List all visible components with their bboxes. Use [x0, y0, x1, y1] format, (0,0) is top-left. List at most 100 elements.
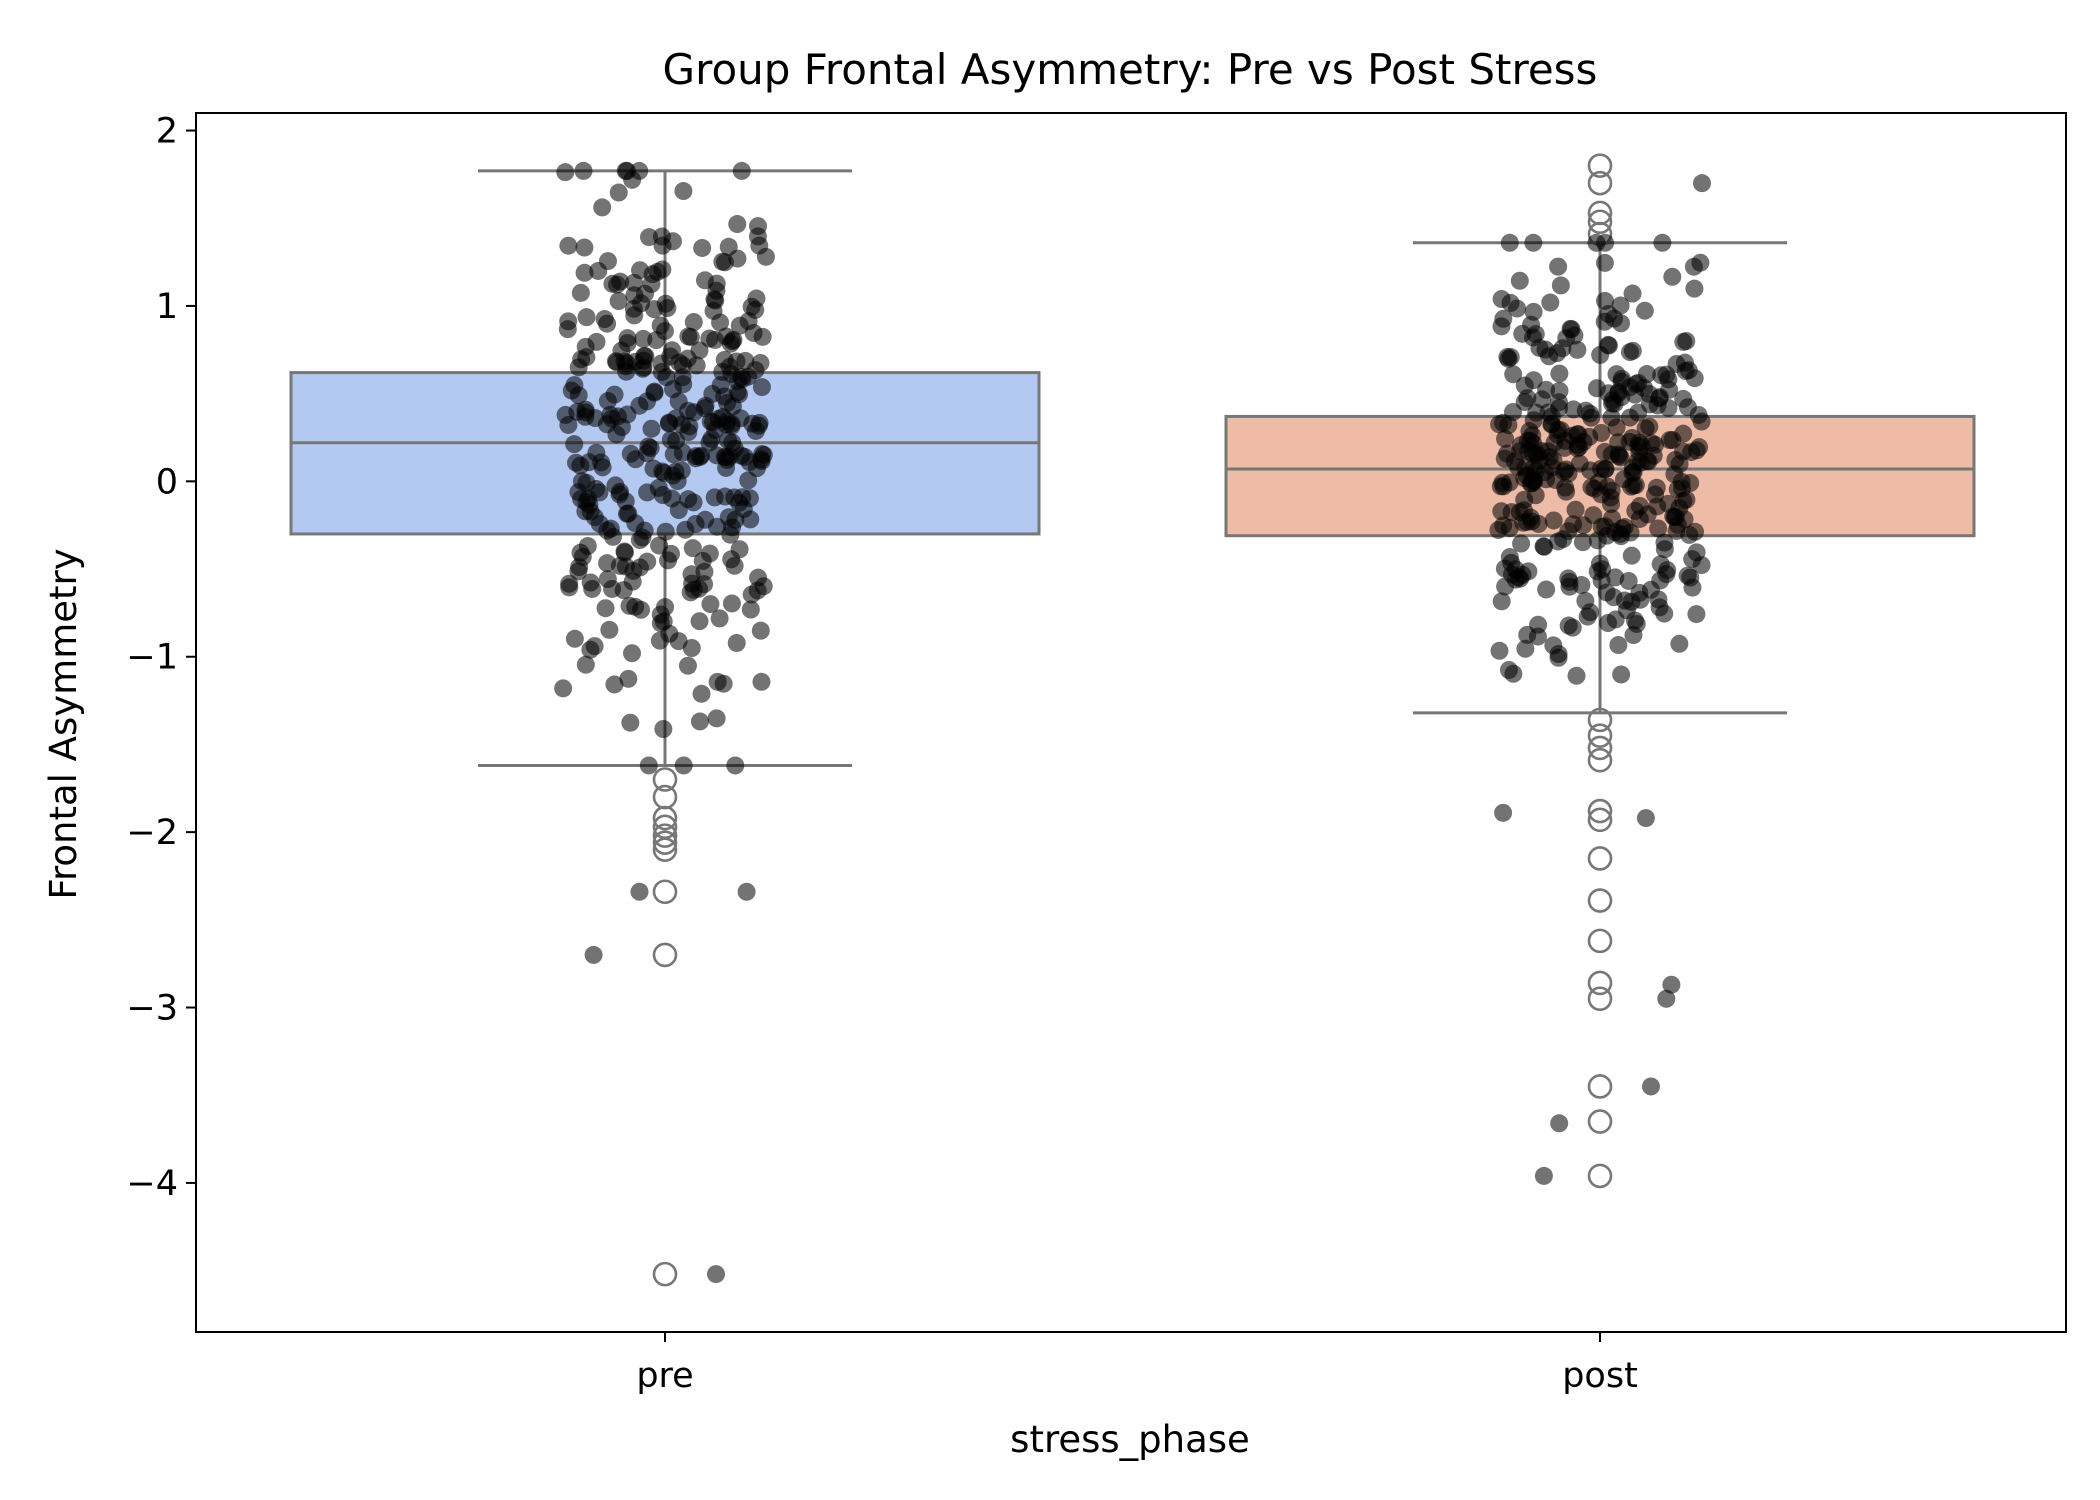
strip-point [584, 945, 603, 964]
strip-point [726, 756, 745, 775]
strip-point [664, 445, 683, 464]
chart-title: Group Frontal Asymmetry: Pre vs Post Str… [663, 45, 1598, 94]
strip-point [1569, 425, 1588, 444]
strip-point [714, 674, 733, 693]
strip-point [1657, 989, 1676, 1008]
strip-point [624, 299, 643, 318]
strip-point [565, 435, 584, 454]
strip-point [1670, 634, 1689, 653]
strip-point [621, 713, 640, 732]
strip-point [1595, 253, 1614, 272]
y-tick-label: −3 [126, 989, 178, 1029]
strip-point [1604, 588, 1623, 607]
strip-point [1631, 453, 1650, 472]
strip-point [663, 341, 682, 360]
strip-point [701, 595, 720, 614]
strip-point [556, 163, 575, 182]
strip-point [1498, 347, 1517, 366]
strip-point [1504, 365, 1523, 384]
outlier-marker [1587, 707, 1613, 733]
outlier-marker [1587, 798, 1613, 824]
strip-point [730, 493, 749, 512]
strip-point [1584, 506, 1603, 525]
outlier-marker [652, 879, 678, 905]
strip-point [744, 323, 763, 342]
outlier-marker [1587, 735, 1613, 761]
strip-points-post [1489, 233, 1711, 685]
y-tick-label: −1 [126, 638, 178, 678]
strip-point [730, 316, 749, 335]
strip-point [1689, 405, 1708, 424]
outlier-marker [1587, 209, 1613, 235]
strip-point [1596, 517, 1615, 536]
strip-point [623, 572, 642, 591]
strip-point [587, 332, 606, 351]
strip-point [756, 247, 775, 266]
strip-point [581, 573, 600, 592]
strip-point [559, 236, 578, 255]
strip-point [673, 368, 692, 387]
strip-point [1578, 607, 1597, 626]
strip-point [1592, 571, 1611, 590]
strip-point [1612, 665, 1631, 684]
strip-point [747, 459, 766, 478]
outlier-marker [652, 823, 678, 848]
strip-point [657, 368, 676, 387]
strip-point [1500, 233, 1519, 252]
outlier-marker [652, 837, 678, 862]
strip-point [1561, 319, 1580, 338]
strip-point [581, 640, 600, 659]
y-tick-label: 2 [156, 112, 178, 152]
plot-frame [195, 112, 2067, 1333]
strip-point [1554, 530, 1573, 549]
box-post [1224, 153, 1976, 1189]
strip-point [692, 684, 711, 703]
strip-point [1522, 512, 1541, 531]
strip-point [1666, 508, 1685, 527]
strip-point [1653, 233, 1672, 252]
strip-point [1627, 374, 1646, 393]
strip-point [695, 575, 714, 594]
outlier-marker [652, 1261, 678, 1287]
x-axis-label: stress_phase [1010, 1418, 1250, 1461]
strip-point [1568, 439, 1587, 458]
strip-point [645, 382, 664, 401]
strip-point [571, 543, 590, 562]
strip-point [679, 490, 698, 509]
strip-point [575, 238, 594, 257]
strip-point [1658, 561, 1677, 580]
strip-point [1541, 293, 1560, 312]
strip-point [1542, 415, 1561, 434]
outlier-marker [1587, 1074, 1613, 1099]
strip-point [566, 453, 585, 472]
strip-point [1622, 546, 1641, 565]
y-axis-label: Frontal Asymmetry [42, 548, 85, 899]
strip-point [1494, 309, 1513, 328]
strip-point [1662, 975, 1681, 994]
strip-point [1609, 433, 1628, 452]
strip-point [1641, 580, 1660, 599]
strip-point [690, 341, 709, 360]
strip-point [1573, 533, 1592, 552]
strip-point [1582, 408, 1601, 427]
strip-point [1685, 369, 1704, 388]
strip-point [715, 387, 734, 406]
strip-point [610, 485, 629, 504]
strip-point [655, 322, 674, 341]
strip-point [700, 544, 719, 563]
strip-point [1655, 540, 1674, 559]
strip-point [1490, 641, 1509, 660]
outlier-marker [1587, 986, 1613, 1012]
strip-point [700, 329, 719, 348]
y-tick-label: −2 [126, 813, 178, 853]
strip-point [732, 161, 751, 180]
strip-point [751, 621, 770, 640]
strip-point [600, 620, 619, 639]
strip-point [633, 528, 652, 547]
strip-point [722, 364, 741, 383]
strip-point [593, 198, 612, 217]
strip-point [1551, 276, 1570, 295]
strip-point [597, 415, 616, 434]
strip-point [1595, 442, 1614, 461]
strip-point [560, 578, 579, 597]
